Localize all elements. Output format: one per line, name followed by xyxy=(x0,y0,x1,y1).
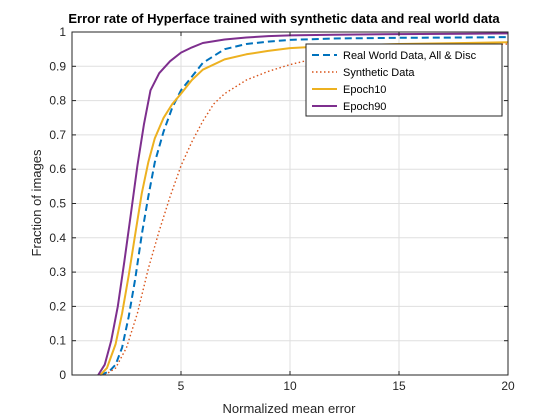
legend-label-3: Epoch10 xyxy=(343,84,386,96)
legend-label-2: Synthetic Data xyxy=(343,67,415,79)
y-tick-label: 0.5 xyxy=(49,197,66,211)
y-axis-label: Fraction of images xyxy=(29,149,44,256)
y-tick-label: 0.8 xyxy=(49,94,66,108)
legend: Real World Data, All & Disc Synthetic Dat… xyxy=(305,43,503,117)
legend-label-4: Epoch90 xyxy=(343,101,386,113)
x-tick-label: 10 xyxy=(283,379,297,393)
x-tick-label: 20 xyxy=(501,379,515,393)
chart-title: Error rate of Hyperface trained with syn… xyxy=(68,11,500,26)
axis-ticks: 5 10 15 20 0 0.1 0.2 0.3 0.4 0.5 0.6 0.7 0.8 0.9 1 xyxy=(49,25,515,393)
y-tick-label: 0.2 xyxy=(49,299,66,313)
y-tick-label: 0.1 xyxy=(49,334,66,348)
y-tick-label: 0.9 xyxy=(49,59,66,73)
y-tick-label: 0.4 xyxy=(49,231,66,245)
legend-box xyxy=(305,43,503,117)
legend-label-1: Real World Data, All & Disc xyxy=(343,50,477,62)
series-line-4 xyxy=(97,32,509,376)
y-tick-label: 0.7 xyxy=(49,128,66,142)
y-tick-label: 1 xyxy=(59,25,66,39)
y-tick-label: 0.6 xyxy=(49,162,66,176)
x-tick-label: 5 xyxy=(178,379,185,393)
y-tick-label: 0.3 xyxy=(49,265,66,279)
x-axis-label: Normalized mean error xyxy=(223,401,357,416)
x-tick-label: 15 xyxy=(392,379,406,393)
y-tick-label: 0 xyxy=(59,368,66,382)
